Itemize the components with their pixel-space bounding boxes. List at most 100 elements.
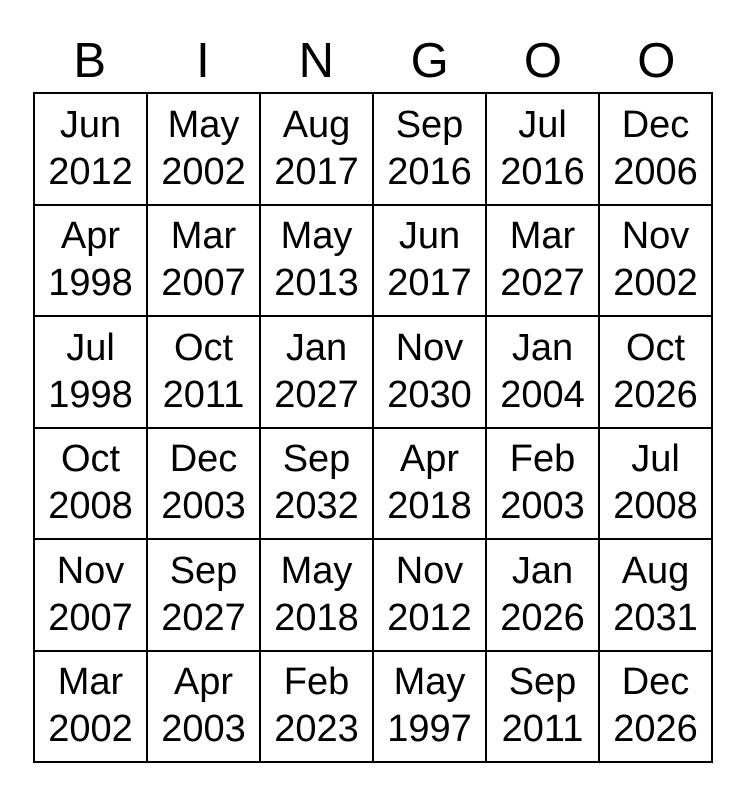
cell-month: May	[280, 215, 353, 258]
cell-month: Feb	[283, 661, 350, 704]
cell-year: 2012	[387, 596, 472, 639]
bingo-cell-r5c2[interactable]: Feb 2023	[261, 651, 372, 761]
title-letter-o1: O	[523, 34, 563, 88]
cell-year: 2002	[48, 708, 133, 751]
cell-year: 2023	[274, 708, 359, 751]
cell-month: Nov	[395, 549, 464, 592]
cell-year: 1997	[387, 708, 472, 751]
bingo-cell-r2c5[interactable]: Oct 2026	[600, 317, 711, 427]
cell-year: 2016	[500, 150, 585, 193]
cell-month: Dec	[169, 438, 238, 481]
cell-year: 1998	[48, 262, 133, 305]
bingo-cell-r2c4[interactable]: Jan 2004	[487, 317, 598, 427]
bingo-cell-r3c3[interactable]: Apr 2018	[374, 428, 485, 538]
cell-year: 2012	[48, 150, 133, 193]
title-letter-o2: O	[637, 34, 676, 88]
title-letter-n: N	[298, 34, 335, 88]
bingo-cell-r0c2[interactable]: Aug 2017	[261, 94, 372, 204]
cell-year: 2032	[274, 485, 359, 528]
cell-month: Aug	[621, 549, 690, 592]
bingo-cell-r1c3[interactable]: Jun 2017	[374, 205, 485, 315]
cell-month: Dec	[621, 661, 690, 704]
cell-month: May	[280, 549, 353, 592]
cell-month: Oct	[625, 326, 686, 369]
cell-month: Mar	[170, 215, 237, 258]
bingo-cell-r3c1[interactable]: Dec 2003	[148, 428, 259, 538]
cell-year: 2016	[387, 150, 472, 193]
cell-year: 2003	[500, 485, 585, 528]
cell-month: Nov	[395, 326, 464, 369]
cell-year: 1998	[48, 373, 133, 416]
cell-month: Sep	[169, 549, 238, 592]
cell-month: May	[393, 661, 466, 704]
bingo-cell-r4c2[interactable]: May 2018	[261, 540, 372, 650]
bingo-cell-r0c1[interactable]: May 2002	[148, 94, 259, 204]
cell-year: 2008	[48, 485, 133, 528]
bingo-cell-r5c1[interactable]: Apr 2003	[148, 651, 259, 761]
bingo-cell-r2c3[interactable]: Nov 2030	[374, 317, 485, 427]
bingo-cell-r4c5[interactable]: Aug 2031	[600, 540, 711, 650]
cell-month: Apr	[60, 215, 121, 258]
bingo-cell-r1c0[interactable]: Apr 1998	[35, 205, 146, 315]
cell-year: 2027	[500, 262, 585, 305]
cell-month: Sep	[282, 438, 351, 481]
bingo-cell-r1c2[interactable]: May 2013	[261, 205, 372, 315]
cell-year: 2002	[161, 150, 246, 193]
cell-month: Sep	[395, 103, 464, 146]
bingo-cell-r5c0[interactable]: Mar 2002	[35, 651, 146, 761]
bingo-cell-r2c1[interactable]: Oct 2011	[148, 317, 259, 427]
cell-month: Oct	[60, 438, 121, 481]
cell-year: 2031	[613, 596, 698, 639]
cell-month: Jul	[631, 438, 680, 481]
bingo-cell-r5c4[interactable]: Sep 2011	[487, 651, 598, 761]
cell-year: 2027	[274, 373, 359, 416]
cell-year: 2008	[613, 485, 698, 528]
bingo-cell-r4c3[interactable]: Nov 2012	[374, 540, 485, 650]
cell-year: 2026	[613, 373, 698, 416]
cell-year: 2003	[161, 485, 246, 528]
cell-year: 2013	[274, 262, 359, 305]
bingo-cell-r2c0[interactable]: Jul 1998	[35, 317, 146, 427]
bingo-cell-r1c1[interactable]: Mar 2007	[148, 205, 259, 315]
cell-month: Apr	[399, 438, 460, 481]
cell-year: 2017	[387, 262, 472, 305]
cell-year: 2003	[161, 708, 246, 751]
bingo-cell-r1c5[interactable]: Nov 2002	[600, 205, 711, 315]
bingo-cell-r0c4[interactable]: Jul 2016	[487, 94, 598, 204]
bingo-cell-r0c3[interactable]: Sep 2016	[374, 94, 485, 204]
bingo-cell-r3c0[interactable]: Oct 2008	[35, 428, 146, 538]
cell-month: Oct	[173, 326, 234, 369]
cell-year: 2018	[387, 485, 472, 528]
title-letter-g: G	[410, 34, 449, 88]
cell-month: Nov	[621, 215, 690, 258]
cell-year: 2030	[387, 373, 472, 416]
bingo-cell-r1c4[interactable]: Mar 2027	[487, 205, 598, 315]
bingo-cell-r4c4[interactable]: Jan 2026	[487, 540, 598, 650]
cell-year: 2018	[274, 596, 359, 639]
bingo-cell-r2c2[interactable]: Jan 2027	[261, 317, 372, 427]
cell-month: Sep	[508, 661, 577, 704]
cell-year: 2026	[613, 708, 698, 751]
cell-year: 2004	[500, 373, 585, 416]
cell-month: Mar	[509, 215, 576, 258]
cell-month: Jan	[511, 326, 574, 369]
cell-month: Nov	[56, 549, 125, 592]
cell-month: Jun	[398, 215, 461, 258]
bingo-cell-r0c5[interactable]: Dec 2006	[600, 94, 711, 204]
bingo-cell-r3c2[interactable]: Sep 2032	[261, 428, 372, 538]
bingo-cell-r0c0[interactable]: Jun 2012	[35, 94, 146, 204]
bingo-cell-r4c1[interactable]: Sep 2027	[148, 540, 259, 650]
title-letter-b: B	[73, 34, 106, 88]
cell-month: Jun	[59, 103, 122, 146]
cell-month: Jul	[66, 326, 115, 369]
bingo-cell-r5c5[interactable]: Dec 2026	[600, 651, 711, 761]
bingo-cell-r3c4[interactable]: Feb 2003	[487, 428, 598, 538]
cell-month: Dec	[621, 103, 690, 146]
bingo-cell-r5c3[interactable]: May 1997	[374, 651, 485, 761]
bingo-title: B I N G O O	[33, 30, 713, 92]
bingo-cell-r3c5[interactable]: Jul 2008	[600, 428, 711, 538]
bingo-cell-r4c0[interactable]: Nov 2007	[35, 540, 146, 650]
cell-month: Mar	[57, 661, 124, 704]
title-letter-i: I	[196, 34, 210, 88]
cell-year: 2007	[161, 262, 246, 305]
